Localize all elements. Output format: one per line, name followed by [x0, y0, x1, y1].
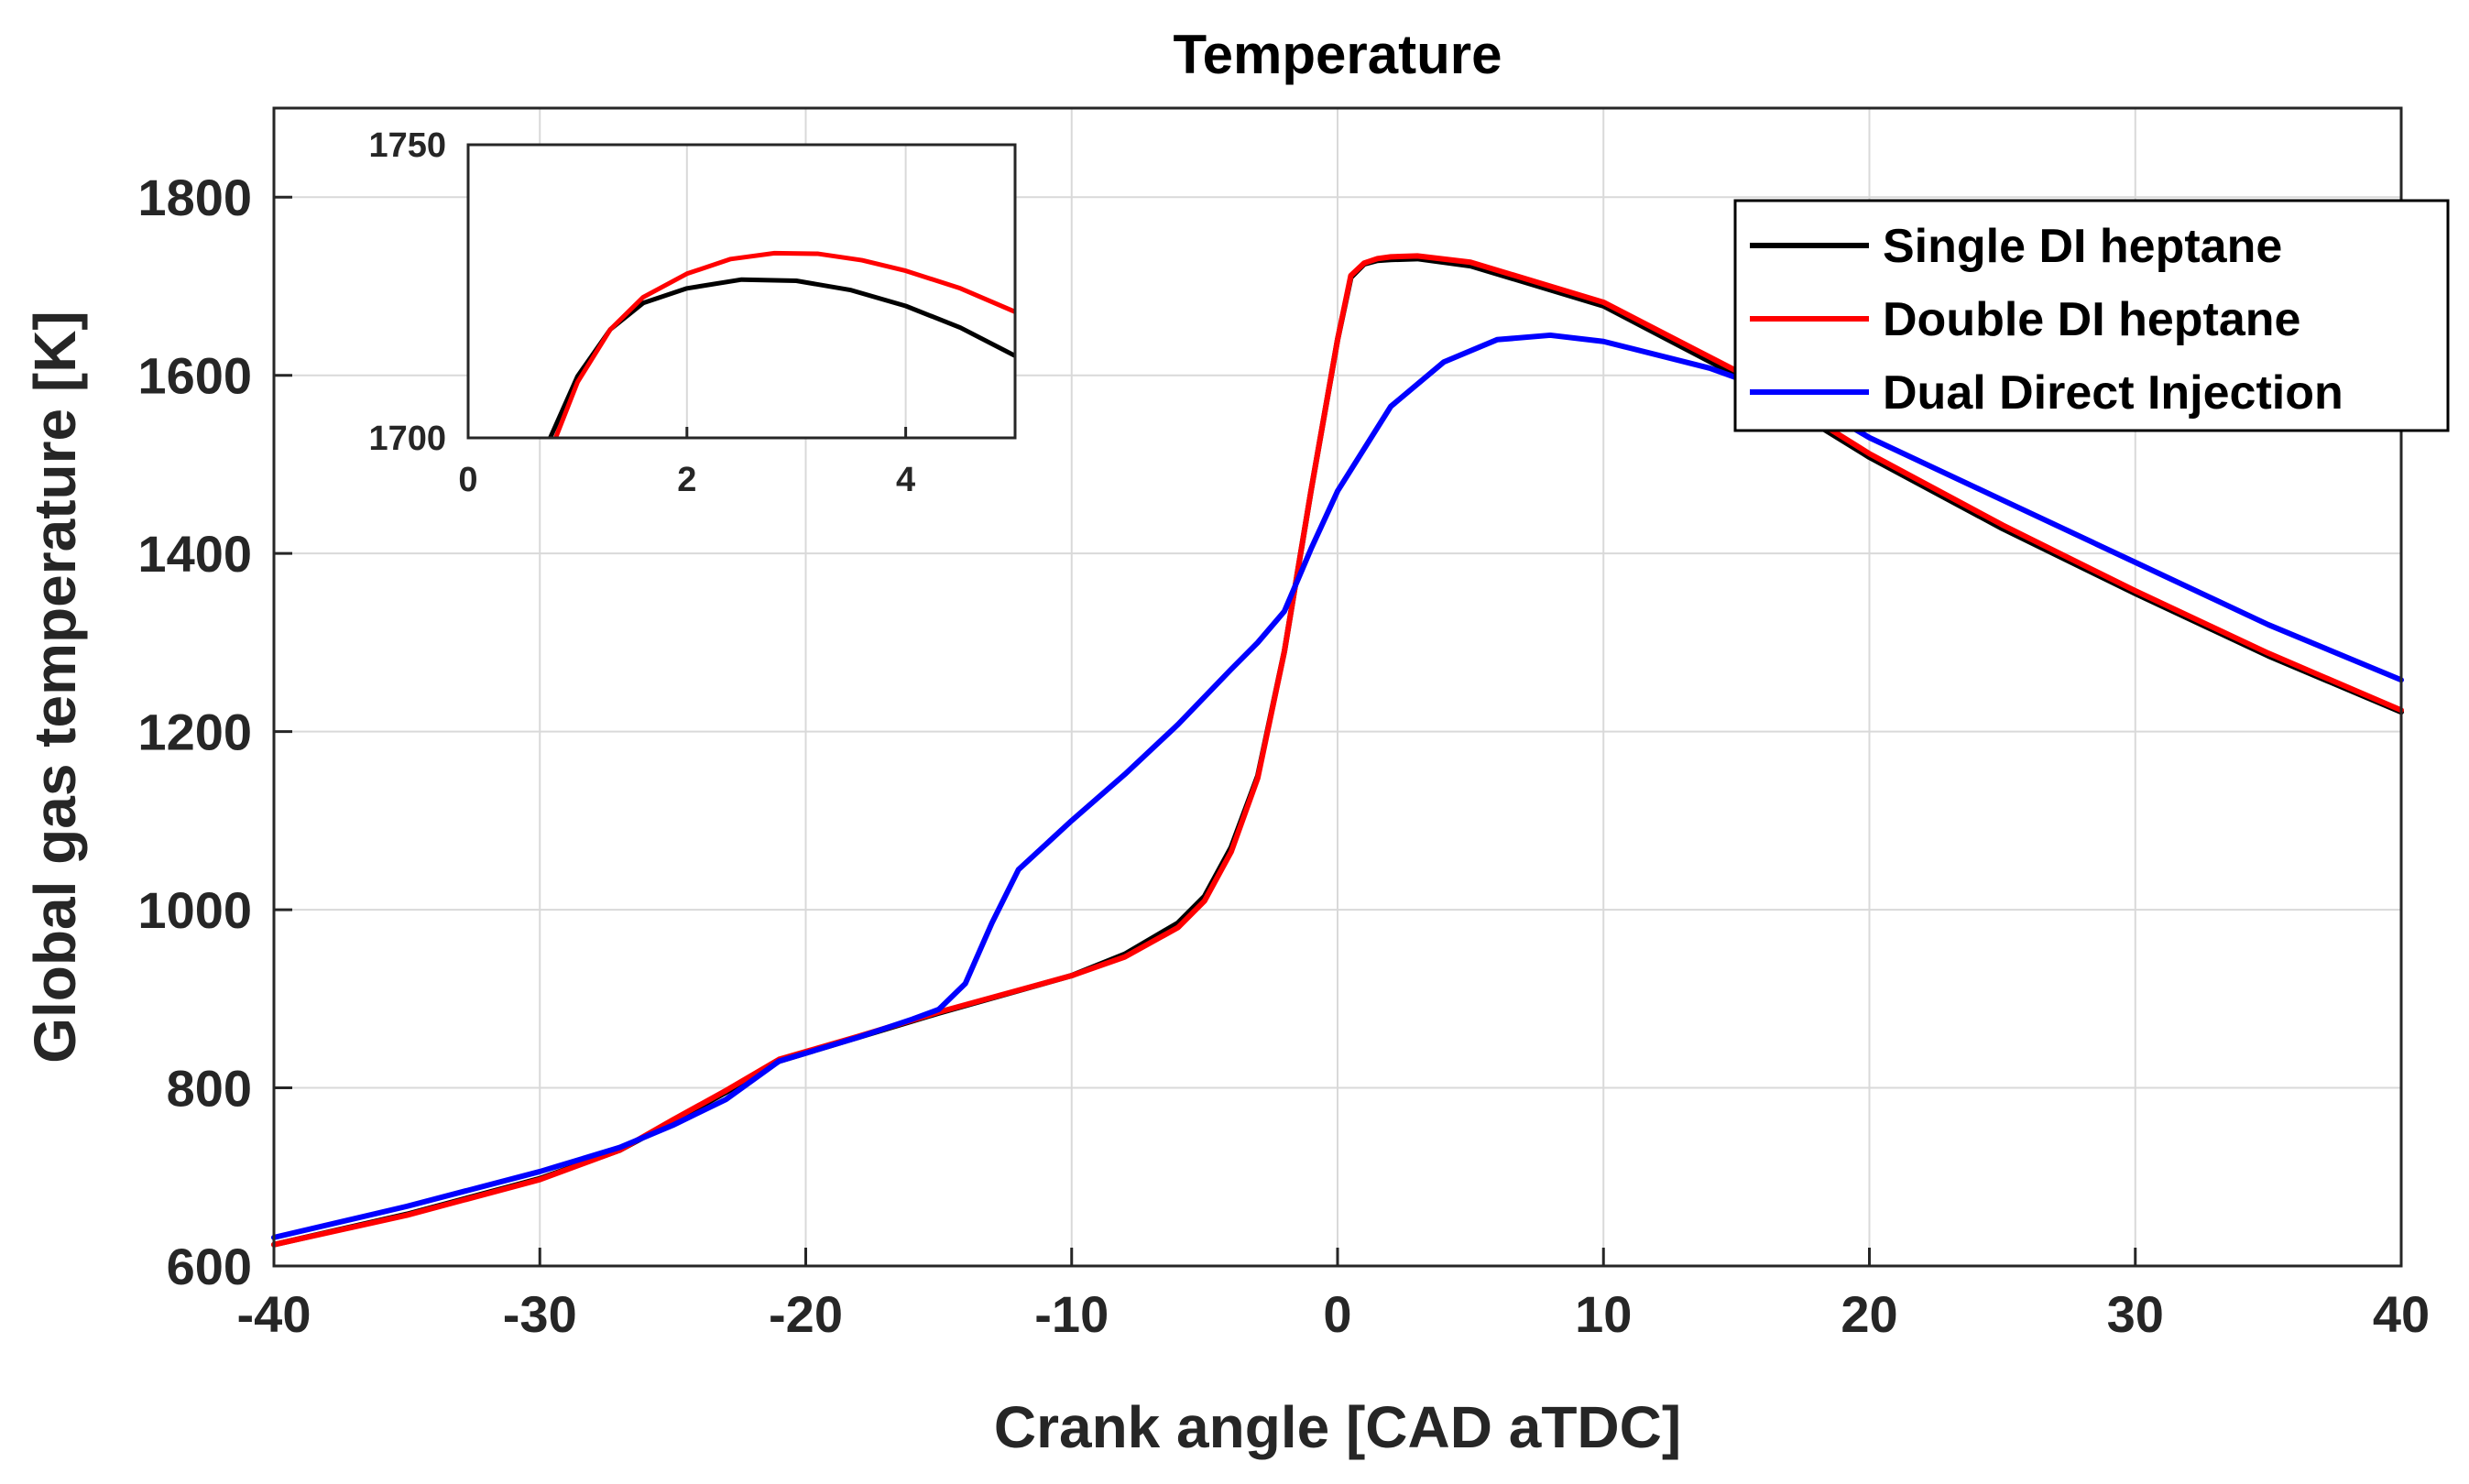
inset-tick-labels: 0 2 4 1700 1750: [368, 126, 915, 499]
main-tick-labels: -40 -30 -20 -10 0 10 20 30 406008001000120014001…: [137, 169, 2430, 1343]
inset-series-line-double-di-heptane: [553, 250, 1015, 438]
main-x-tick-label: 30: [2107, 1285, 2164, 1343]
legend: Single DI heptane Double DI heptane Dual…: [1733, 199, 2450, 432]
legend-label-single-di: Single DI heptane: [1883, 220, 2282, 273]
main-x-tick-label: 40: [2373, 1285, 2430, 1343]
inset-plot-frame: [466, 143, 1017, 440]
inset-chart: 0 2 4 1700 1750: [368, 126, 1017, 499]
main-y-tick-label: 1600: [137, 347, 252, 405]
legend-label-double-di: Double DI heptane: [1883, 293, 2300, 346]
main-x-tick-label: 20: [1841, 1285, 1897, 1343]
main-y-tick-label: 1000: [137, 881, 252, 939]
main-x-tick-label: 0: [1323, 1285, 1351, 1343]
main-y-tick-label: 800: [167, 1060, 252, 1118]
y-axis-label: Global gas temperature [K]: [22, 311, 88, 1064]
main-x-tick-label: -20: [769, 1285, 843, 1343]
main-y-tick-label: 600: [167, 1238, 252, 1295]
main-x-tick-label: 10: [1575, 1285, 1632, 1343]
inset-y-tick-label: 1700: [368, 420, 446, 458]
main-x-tick-label: -10: [1034, 1285, 1109, 1343]
main-x-tick-label: -40: [237, 1285, 311, 1343]
inset-y-tick-label: 1750: [368, 126, 446, 165]
main-x-tick-label: -30: [503, 1285, 577, 1343]
inset-x-tick-label: 0: [458, 461, 477, 499]
main-y-tick-label: 1400: [137, 525, 252, 583]
chart-title: Temperature: [1173, 24, 1502, 85]
inset-x-tick-label: 4: [896, 461, 915, 499]
legend-label-dual-di: Dual Direct Injection: [1883, 366, 2343, 420]
x-axis-label: Crank angle [CAD aTDC]: [994, 1394, 1681, 1460]
main-y-tick-label: 1800: [137, 169, 252, 226]
inset-x-tick-label: 2: [677, 461, 696, 499]
main-y-tick-label: 1200: [137, 704, 252, 761]
inset-background: [468, 145, 1015, 438]
inset-series-group: [548, 250, 1015, 438]
